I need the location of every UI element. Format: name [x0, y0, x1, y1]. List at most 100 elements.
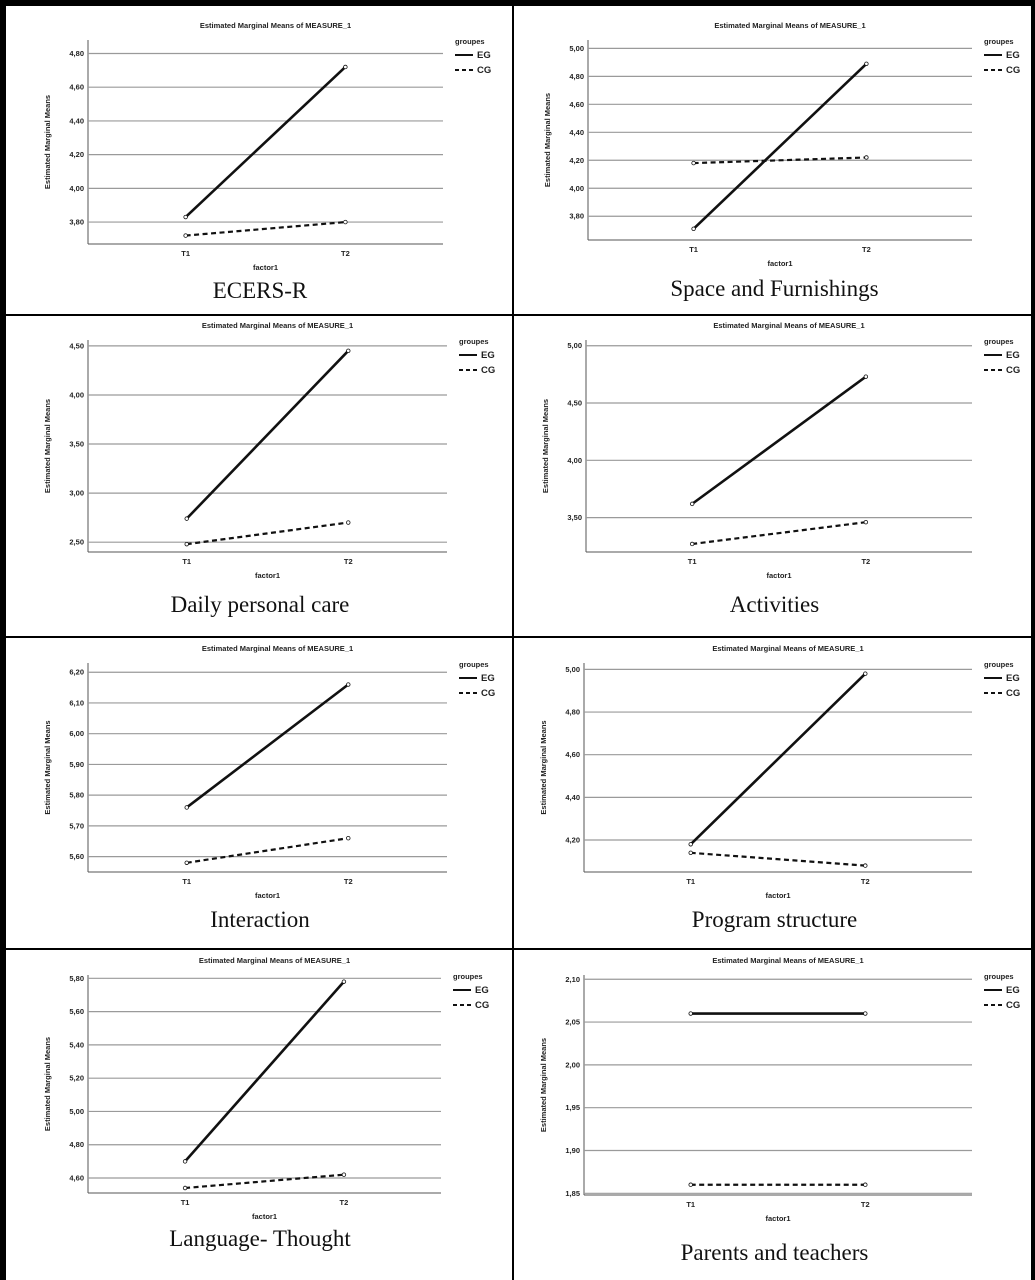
y-axis-label: Estimated Marginal Means [541, 399, 550, 493]
data-point-cg [183, 233, 188, 238]
table-border [1031, 0, 1035, 1280]
legend-label: EG [1006, 50, 1020, 61]
series-line-cg [692, 521, 866, 546]
y-axis-label: Estimated Marginal Means [543, 93, 552, 187]
chart-panel: Estimated Marginal Means of MEASURE_1 2,5… [6, 316, 514, 638]
data-point-eg [183, 214, 188, 220]
y-axis-label: Estimated Marginal Means [539, 720, 548, 814]
data-point-eg [341, 979, 347, 984]
data-point-cg [688, 850, 693, 856]
y-tick-label: 4,80 [569, 72, 584, 81]
x-axis-label: factor1 [767, 259, 792, 268]
x-axis-label: factor1 [252, 1212, 277, 1221]
legend-label: CG [1006, 1000, 1020, 1011]
x-tick-label: T1 [689, 245, 698, 254]
legend-label: CG [1006, 688, 1020, 699]
chart-svg: Estimated Marginal Means of MEASURE_1 5,6… [43, 644, 495, 900]
legend-label: EG [1006, 673, 1020, 684]
y-tick-label: 4,60 [569, 100, 584, 109]
legend-title: groupes [455, 37, 485, 46]
chart-panel: Estimated Marginal Means of MEASURE_1 3,8… [6, 6, 514, 316]
data-point-cg [689, 541, 695, 547]
chart-svg: Estimated Marginal Means of MEASURE_1 1,8… [539, 956, 1020, 1223]
legend-label: CG [475, 1000, 489, 1011]
chart-svg: Estimated Marginal Means of MEASURE_1 2,5… [43, 321, 495, 580]
y-tick-label: 4,20 [565, 836, 580, 845]
y-tick-label: 3,80 [569, 212, 584, 221]
y-tick-label: 4,60 [565, 750, 580, 759]
x-tick-label: T2 [861, 1200, 870, 1209]
chart-caption: Language- Thought [169, 1226, 351, 1251]
legend-label: EG [475, 985, 489, 996]
y-tick-label: 1,95 [565, 1103, 580, 1112]
chart-title: Estimated Marginal Means of MEASURE_1 [202, 644, 353, 653]
chart-caption: Program structure [691, 907, 858, 932]
y-tick-label: 4,00 [69, 390, 84, 399]
y-tick-label: 3,50 [567, 513, 582, 522]
chart-svg: Estimated Marginal Means of MEASURE_1 3,5… [541, 321, 1020, 580]
data-point-cg [184, 860, 189, 865]
y-tick-label: 5,90 [69, 760, 84, 769]
legend-label: CG [1006, 365, 1020, 376]
data-point-cg [863, 863, 868, 868]
x-tick-label: T1 [182, 877, 191, 886]
chart-caption: Interaction [210, 907, 310, 932]
legend-label: EG [477, 50, 491, 61]
data-point-cg [864, 155, 869, 160]
series-line-cg [690, 851, 866, 867]
y-tick-label: 4,60 [69, 1174, 84, 1183]
x-tick-label: T1 [181, 249, 190, 258]
legend-title: groupes [453, 972, 483, 981]
x-tick-label: T2 [340, 1198, 349, 1207]
y-tick-label: 5,70 [69, 821, 84, 830]
data-point-eg [184, 805, 189, 810]
chart-svg: Estimated Marginal Means of MEASURE_1 3,8… [543, 21, 1020, 268]
y-tick-label: 2,05 [565, 1018, 580, 1027]
y-tick-label: 2,00 [565, 1060, 580, 1069]
legend-label: EG [481, 350, 495, 361]
y-tick-label: 4,40 [569, 128, 584, 137]
table-border [0, 636, 1035, 638]
chart-panel: Estimated Marginal Means of MEASURE_1 1,8… [514, 950, 1035, 1280]
y-tick-label: 2,50 [69, 538, 84, 547]
y-axis-label: Estimated Marginal Means [43, 1037, 52, 1131]
y-tick-label: 3,00 [69, 489, 84, 498]
legend-label: EG [1006, 350, 1020, 361]
series-line-eg [185, 683, 350, 809]
y-tick-label: 6,10 [69, 698, 84, 707]
legend-label: CG [481, 365, 495, 376]
data-point-cg [863, 520, 869, 525]
chart-caption: Space and Furnishings [670, 276, 879, 301]
chart-title: Estimated Marginal Means of MEASURE_1 [712, 644, 863, 653]
x-tick-label: T2 [862, 245, 871, 254]
data-point-eg [182, 1159, 188, 1164]
data-point-eg [689, 501, 695, 507]
y-tick-label: 5,00 [569, 44, 584, 53]
y-tick-label: 4,20 [569, 156, 584, 165]
data-point-cg [863, 1182, 868, 1187]
series-line-eg [184, 980, 345, 1163]
data-point-eg [863, 374, 869, 379]
y-tick-label: 5,60 [69, 1007, 84, 1016]
legend-title: groupes [459, 660, 489, 669]
x-tick-label: T2 [341, 249, 350, 258]
data-point-eg [343, 64, 348, 70]
y-axis-label: Estimated Marginal Means [43, 399, 52, 493]
y-tick-label: 5,60 [69, 852, 84, 861]
y-tick-label: 5,00 [69, 1107, 84, 1116]
legend-label: CG [1006, 65, 1020, 76]
series-line-eg [689, 672, 867, 846]
series-line-cg [184, 1173, 345, 1190]
table-border [0, 0, 1035, 6]
data-point-eg [688, 842, 693, 847]
y-tick-label: 4,00 [567, 456, 582, 465]
series-line-eg [692, 62, 868, 230]
y-tick-label: 4,40 [69, 116, 84, 125]
data-point-eg [691, 226, 696, 232]
chart-caption: Daily personal care [170, 592, 350, 617]
data-point-eg [346, 348, 351, 353]
y-tick-label: 4,40 [565, 793, 580, 802]
data-point-cg [182, 1185, 188, 1191]
chart-title: Estimated Marginal Means of MEASURE_1 [202, 321, 353, 330]
x-axis-label: factor1 [255, 891, 280, 900]
